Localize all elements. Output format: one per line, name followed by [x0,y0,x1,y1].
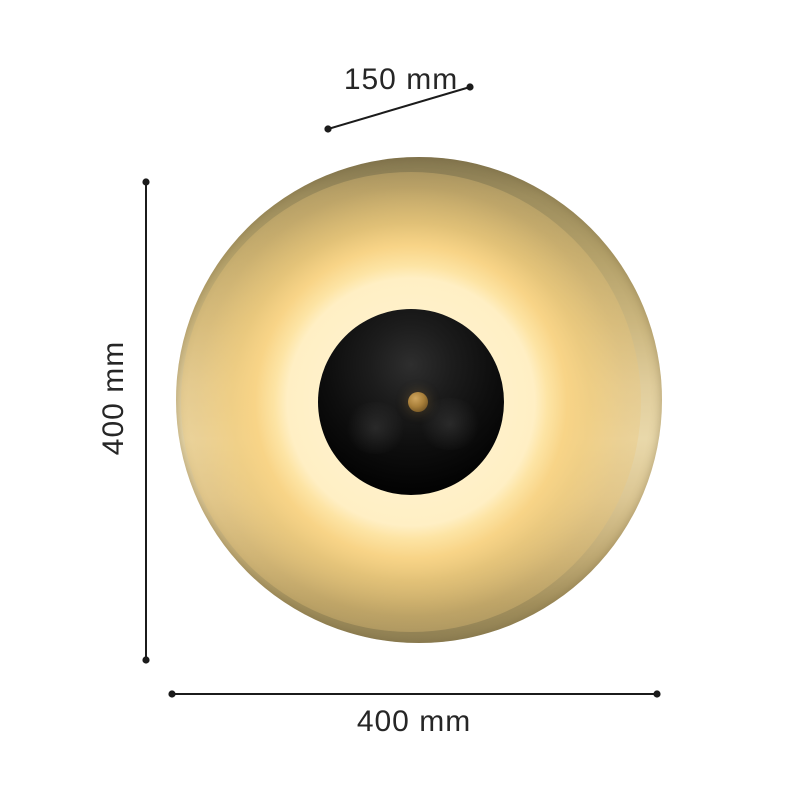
depth-dimension-label: 150 mm [343,63,459,96]
height-dimension-line [142,178,150,664]
width-dimension-line [168,690,661,698]
height-dimension-label: 400 mm [97,340,130,456]
lamp-black-dome [318,309,504,495]
brass-screw [408,392,428,412]
depth-dimension-line [324,83,474,133]
width-dimension-label: 400 mm [356,705,472,738]
